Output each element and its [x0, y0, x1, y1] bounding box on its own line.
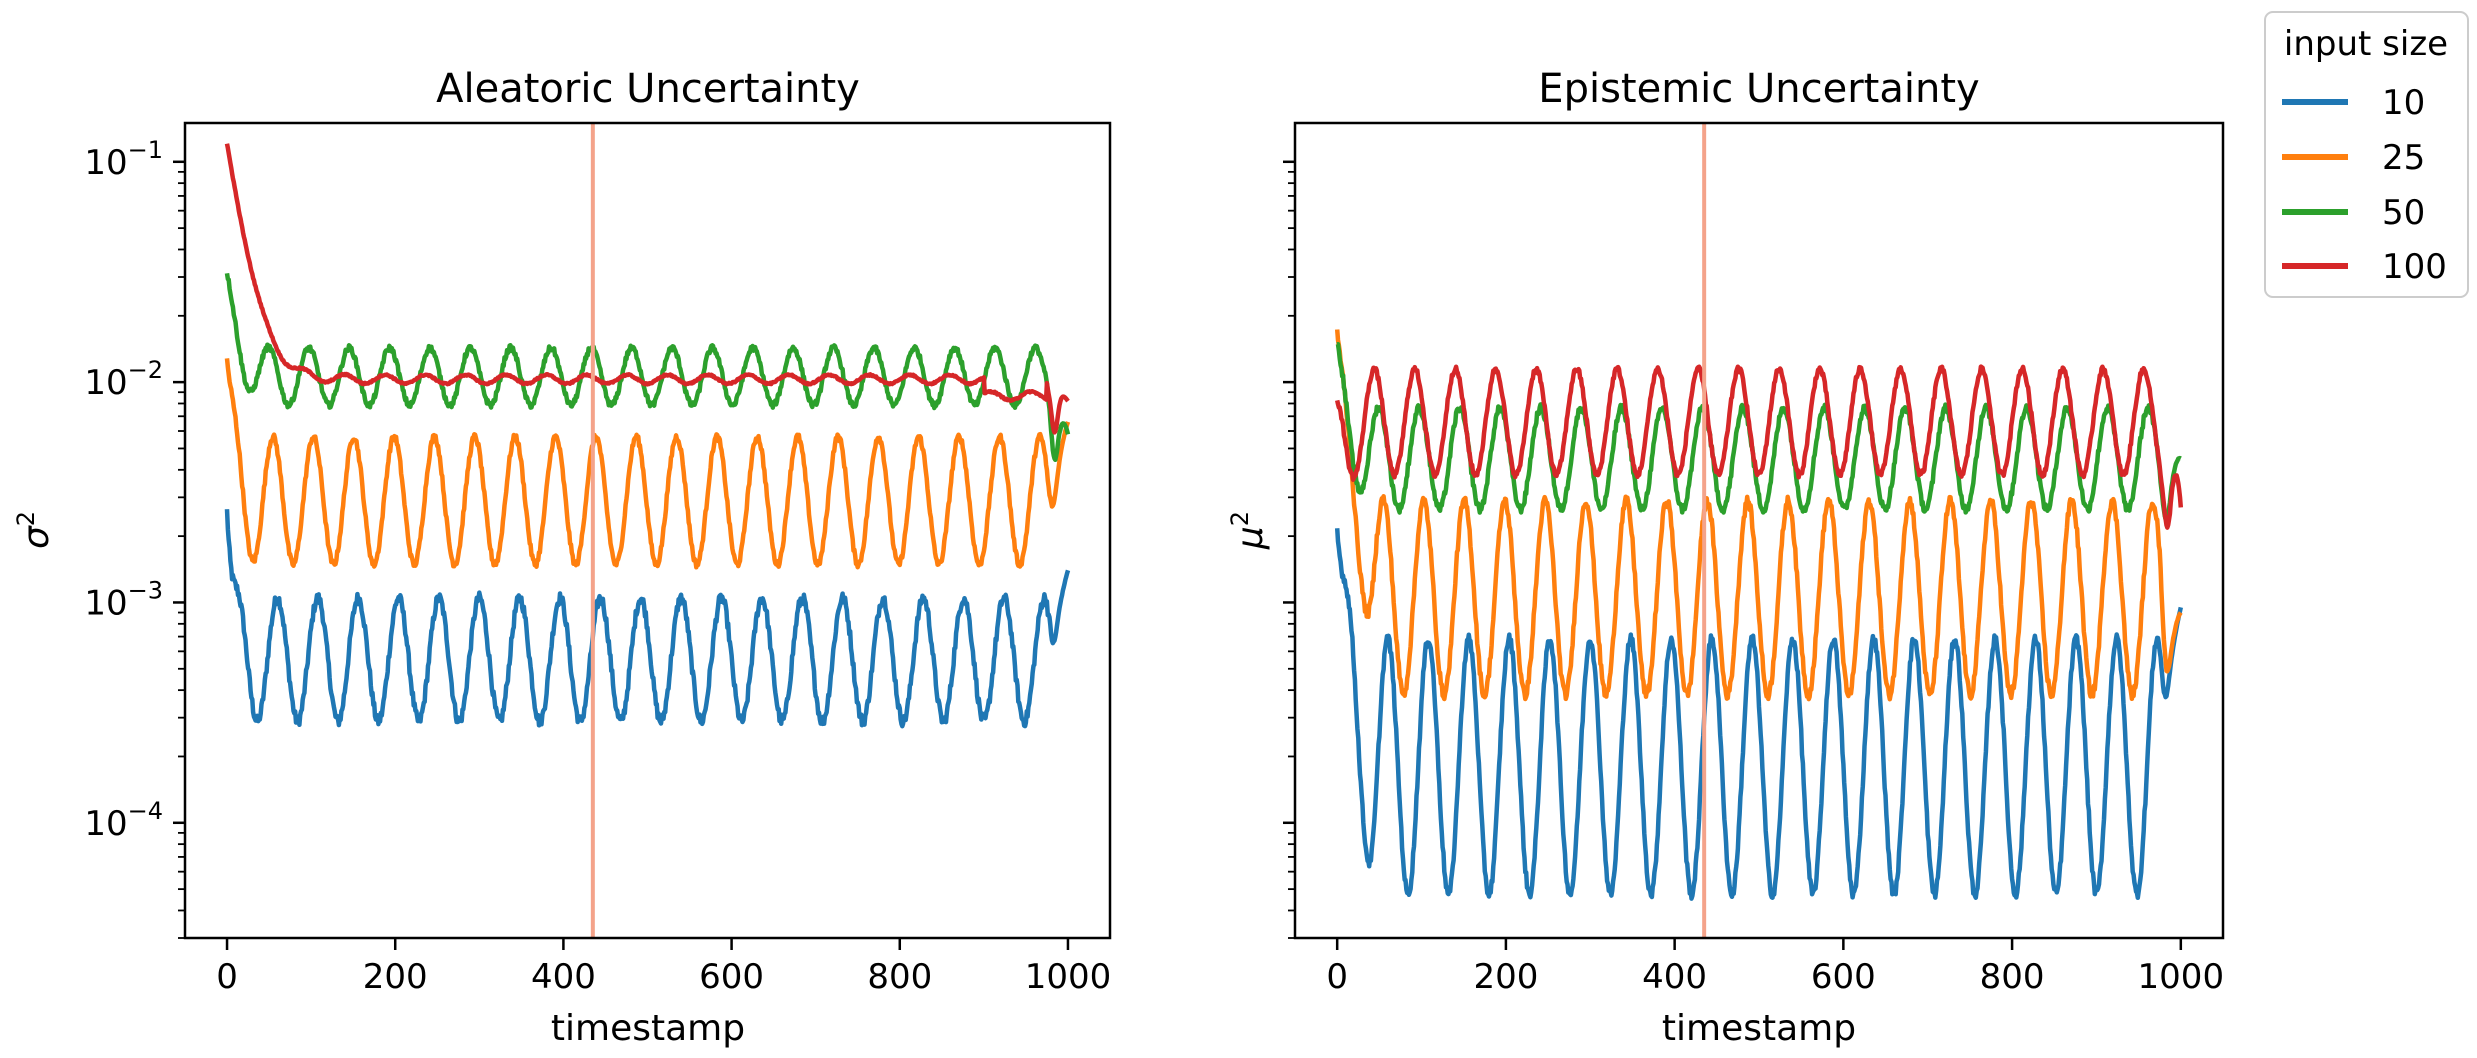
legend-frame	[2264, 11, 2469, 298]
epistemic-series-25	[1334, 329, 2183, 702]
epistemic-xtick-label: 400	[1642, 957, 1707, 997]
aleatoric-xtick-label: 400	[531, 957, 596, 997]
epistemic-xtick-label: 0	[1326, 957, 1348, 997]
aleatoric-xtick-label: 0	[216, 957, 238, 997]
epistemic-xtick-label: 800	[1980, 957, 2045, 997]
epistemic-title: Epistemic Uncertainty	[1538, 66, 1979, 112]
legend-label-50: 50	[2382, 193, 2425, 233]
epistemic-ylabel-base: μ	[1230, 526, 1271, 550]
legend-title: input size	[2284, 24, 2448, 64]
aleatoric-series-100	[224, 143, 1070, 435]
aleatoric-series-25	[224, 358, 1071, 570]
epistemic-ylabel: μ2	[1226, 511, 1271, 550]
epistemic-xtick-label: 200	[1473, 957, 1538, 997]
epistemic-xlabel: timestamp	[1662, 1008, 1856, 1049]
epistemic-xtick-label: 600	[1811, 957, 1876, 997]
aleatoric-plot-frame	[183, 121, 1112, 940]
legend-label-25: 25	[2382, 138, 2425, 178]
aleatoric-ytick-label: 10−2	[84, 356, 163, 403]
aleatoric-panel: Aleatoric Uncertainty 0 200 400 600 800 1000 1…	[12, 66, 1112, 1049]
legend: input size 10 25 50 100	[2264, 11, 2469, 298]
aleatoric-ylabel-base: σ	[16, 525, 57, 549]
aleatoric-ytick-label: 10−3	[84, 576, 163, 623]
epistemic-series-10	[1334, 528, 2183, 901]
aleatoric-series-50	[224, 272, 1071, 463]
aleatoric-ytick-label: 10−1	[84, 136, 163, 183]
epistemic-panel: Epistemic Uncertainty 0 200 400 600 800 1000 …	[1226, 66, 2225, 1049]
legend-label-10: 10	[2382, 83, 2425, 123]
aleatoric-ylabel: σ2	[12, 511, 57, 549]
epistemic-ylabel-exp: 2	[1226, 511, 1254, 526]
aleatoric-xtick-label: 1000	[1025, 957, 1112, 997]
aleatoric-xtick-label: 600	[699, 957, 764, 997]
aleatoric-xtick-label: 200	[363, 957, 428, 997]
epistemic-series-100	[1335, 364, 2184, 530]
epistemic-plot-frame	[1293, 121, 2225, 940]
legend-label-100: 100	[2382, 247, 2447, 287]
aleatoric-title: Aleatoric Uncertainty	[436, 66, 860, 112]
aleatoric-ytick-label: 10−4	[84, 797, 163, 844]
aleatoric-ylabel-exp: 2	[12, 511, 40, 526]
aleatoric-series-10	[224, 509, 1071, 729]
aleatoric-xtick-label: 800	[867, 957, 932, 997]
epistemic-series-50	[1335, 341, 2183, 522]
epistemic-xtick-label: 1000	[2138, 957, 2225, 997]
aleatoric-xlabel: timestamp	[551, 1008, 745, 1049]
